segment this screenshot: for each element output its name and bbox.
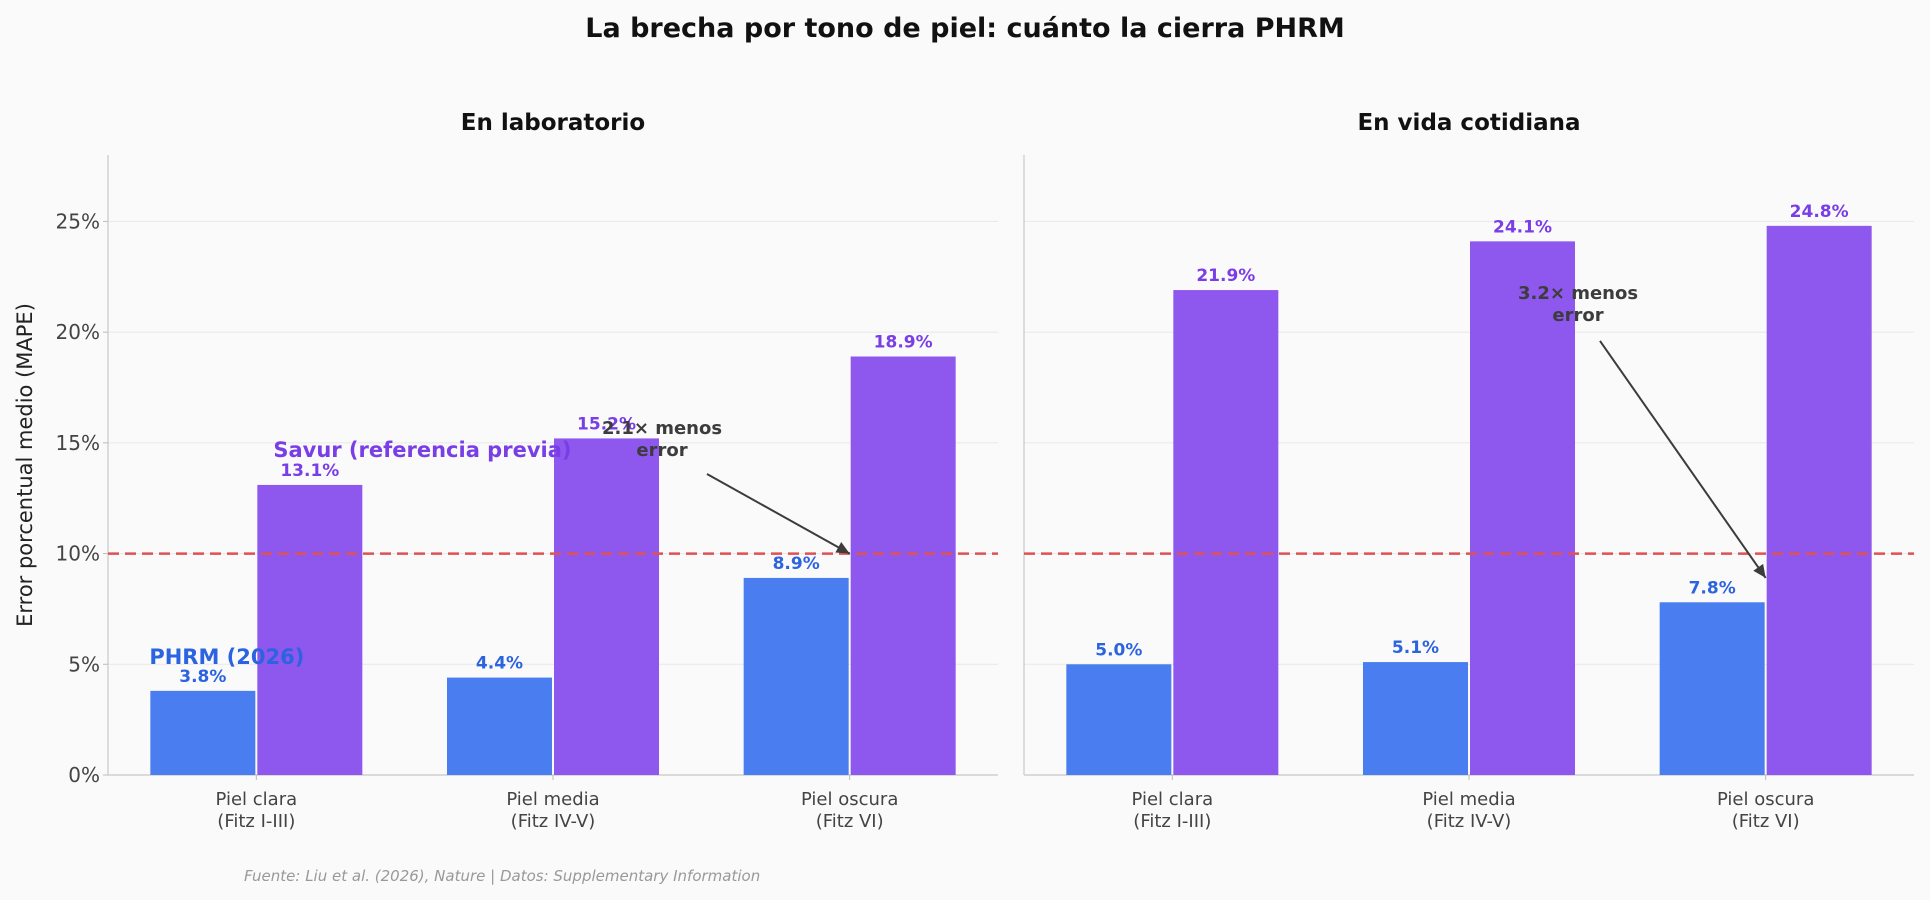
bar-phrm [1659, 602, 1765, 775]
annotation-text: 2.1× menos error [602, 418, 722, 461]
y-axis-label: Error porcentual medio (MAPE) [13, 303, 37, 627]
source-note: Fuente: Liu et al. (2026), Nature | Dato… [244, 867, 760, 885]
data-label-savur: 13.1% [280, 461, 339, 481]
annotation-arrow [706, 473, 851, 555]
annotation-arrowhead [1753, 563, 1766, 578]
bar-phrm [1363, 662, 1468, 775]
series-label-phrm: PHRM (2026) [149, 645, 304, 669]
x-tick-label: Piel clara (Fitz I-III) [1132, 789, 1214, 832]
figure-title: La brecha por tono de piel: cuánto la ci… [585, 13, 1345, 44]
data-label-savur: 18.9% [874, 333, 933, 353]
bar-phrm [1066, 664, 1172, 775]
y-tick-label: 20% [56, 320, 100, 344]
annotation-arrowhead [835, 541, 850, 554]
annotation-arrow [1599, 340, 1767, 579]
y-tick-label: 0% [68, 763, 100, 787]
data-label-savur: 24.8% [1790, 202, 1849, 222]
data-label-phrm: 8.9% [773, 554, 820, 574]
data-label-savur: 21.9% [1196, 266, 1255, 286]
panel-vida-cotidiana: En vida cotidiana 5.0% 5.1% 7.8% 21.9% 24.1% 2… [1023, 110, 1914, 832]
bar-savur [554, 438, 659, 775]
data-label-phrm: 4.4% [476, 654, 523, 674]
bar-phrm [743, 577, 849, 775]
y-tick-label: 25% [56, 209, 100, 233]
bar-savur [257, 484, 363, 775]
x-tick-label: Piel clara (Fitz I-III) [216, 789, 298, 832]
panel-title: En vida cotidiana [1357, 110, 1580, 136]
bar-savur [850, 356, 956, 775]
x-tick-label: Piel oscura (Fitz VI) [1717, 789, 1814, 832]
annotation-text: 3.2× menos error [1518, 283, 1638, 326]
bar-savur [1173, 290, 1279, 775]
bar-phrm [447, 677, 552, 775]
data-label-phrm: 3.8% [179, 667, 226, 687]
panel-laboratorio: En laboratorio 0% 5% 10% 15% 20% 25% 3.8% 4.4% 8.… [56, 110, 998, 832]
x-tick-label: Piel media (Fitz IV-V) [1422, 789, 1515, 832]
data-label-phrm: 5.0% [1095, 640, 1142, 660]
bar-savur [1766, 225, 1872, 775]
y-tick-label: 5% [68, 652, 100, 676]
bar-savur [1470, 241, 1575, 775]
x-tick-label: Piel oscura (Fitz VI) [801, 789, 898, 832]
y-tick-label: 10% [56, 542, 100, 566]
bar-phrm [150, 690, 256, 775]
x-tick-label: Piel media (Fitz IV-V) [506, 789, 599, 832]
series-label-savur: Savur (referencia previa) [273, 438, 571, 462]
data-label-phrm: 7.8% [1689, 578, 1736, 598]
data-label-savur: 15.2% [577, 414, 636, 434]
data-label-phrm: 5.1% [1392, 638, 1439, 658]
panel-title: En laboratorio [461, 110, 645, 136]
data-label-savur: 24.1% [1493, 217, 1552, 237]
y-tick-label: 15% [56, 431, 100, 455]
